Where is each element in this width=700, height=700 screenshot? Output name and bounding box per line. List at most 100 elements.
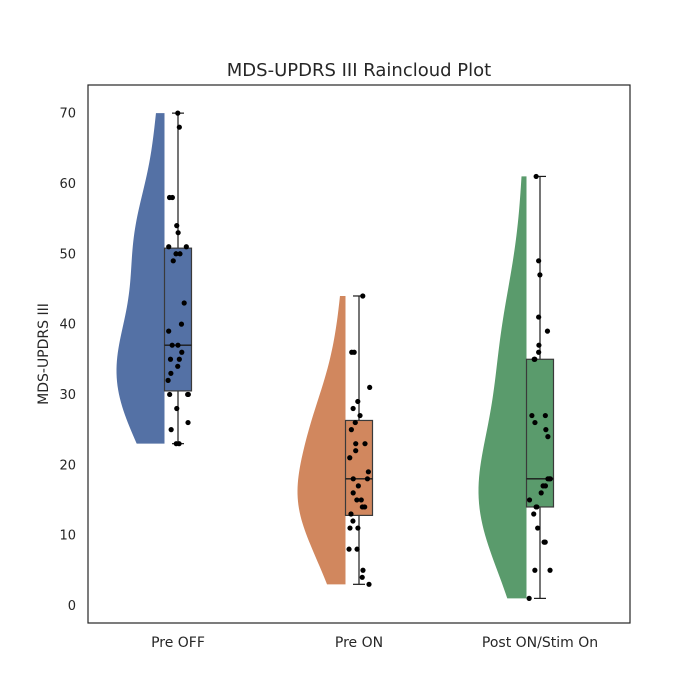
data-point [352,419,358,426]
data-point [547,567,553,573]
data-point [174,405,180,412]
data-point [174,223,180,229]
y-tick-label: 20 [59,458,76,473]
data-point [175,110,181,116]
data-point [169,342,175,348]
data-point [348,427,354,433]
data-point [531,511,537,517]
violin-cloud [116,113,165,444]
y-tick-label: 0 [68,599,76,614]
data-point [354,546,360,552]
data-point [350,476,356,482]
data-point [542,412,548,419]
y-axis-label: MDS-UPDRS III [36,303,52,405]
data-point [185,419,191,426]
data-point [347,455,353,461]
data-point [529,412,535,419]
data-point [355,398,361,405]
data-point [526,595,532,601]
data-point [544,328,551,334]
data-point [349,349,355,355]
data-point [353,441,359,447]
data-point [536,258,542,264]
y-tick-label: 10 [59,529,76,544]
data-point [176,356,182,362]
data-point [355,525,361,531]
data-point [185,391,191,398]
x-tick-label: Pre ON [335,635,383,651]
data-point [175,363,181,369]
data-point [176,124,182,130]
data-point [357,412,363,419]
chart-title: MDS-UPDRS III Raincloud Plot [227,60,491,81]
data-point [536,314,542,320]
x-axis-ticks: Pre OFF Pre ON Post ON/Stim On [151,635,598,651]
data-point [168,370,174,376]
data-point [362,441,368,447]
data-point [175,230,181,236]
data-point [366,581,372,587]
data-point [169,194,175,201]
box-iqr [525,358,555,508]
data-point [167,391,173,398]
x-tick-label: Pre OFF [151,635,205,651]
data-point [532,567,538,573]
y-tick-label: 50 [59,247,76,262]
data-point [178,321,185,327]
data-point [534,504,540,510]
data-point [350,405,356,412]
data-point [168,427,174,433]
data-point [346,546,352,552]
data-point [364,476,371,482]
data-point [538,490,544,496]
y-tick-label: 70 [59,107,76,122]
data-point [532,419,538,426]
y-axis-ticks: 0 10 20 30 40 50 60 70 [59,107,76,614]
data-point [360,293,366,299]
data-point [542,539,548,545]
data-point [354,497,360,503]
data-point [531,356,537,362]
data-point [167,356,174,362]
data-point [526,497,533,503]
data-point [348,511,354,517]
data-point [359,504,365,510]
y-tick-label: 30 [59,388,76,403]
data-point [537,272,543,278]
data-point [545,434,551,440]
data-point [347,525,353,531]
data-point [350,518,356,524]
data-point [536,349,542,355]
data-point [173,251,179,257]
data-point [533,173,539,180]
data-point [170,258,176,264]
data-point [177,251,183,257]
data-point [353,448,359,454]
data-point [350,490,356,496]
data-point [166,328,172,334]
data-point [360,567,366,573]
data-point [166,244,172,250]
data-point [545,476,551,482]
data-point [358,497,364,503]
data-point [176,441,182,447]
axes-frame [87,84,631,624]
data-point [165,377,171,383]
plot-area [116,110,555,601]
x-tick-label: Post ON/Stim On [482,635,598,651]
data-point [355,483,361,489]
violin-cloud [478,176,527,599]
y-tick-label: 40 [59,318,76,333]
data-point [535,525,541,531]
box-iqr [163,247,193,392]
data-point [543,427,549,433]
data-point [367,384,373,391]
data-point [536,342,542,348]
data-point [365,469,371,475]
data-point [179,349,185,355]
data-point [359,574,365,580]
data-point [175,342,181,348]
y-tick-label: 60 [59,177,76,192]
